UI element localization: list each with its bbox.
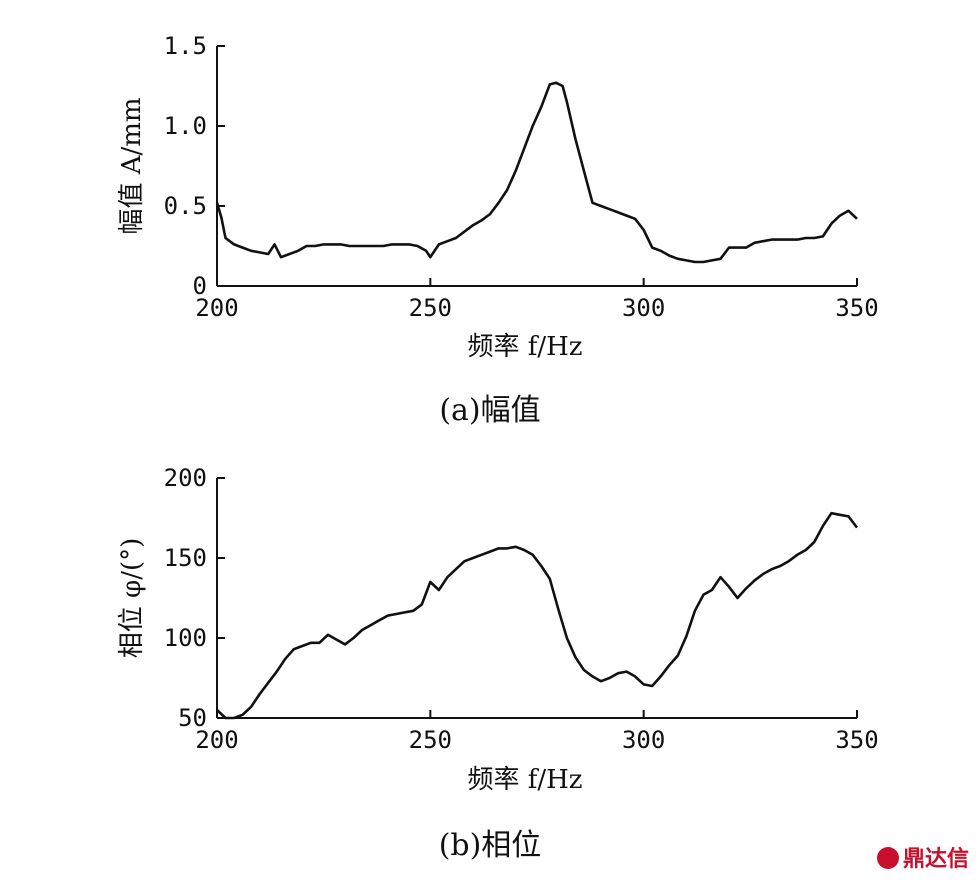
watermark-text: 鼎达信 <box>903 846 969 872</box>
amplitude-caption: (a)幅值 <box>439 393 540 428</box>
x-tick-label: 250 <box>409 294 452 322</box>
phase-chart: 50 100 150 200 200 250 300 350 相位 φ/(°) 频率 f/H… <box>117 464 879 863</box>
y-tick-label: 100 <box>164 624 207 652</box>
amplitude-chart: 00.51.01.5 200 250 300 350 幅值 A/mm 频率 f/Hz … <box>117 32 879 428</box>
x-tick-label: 350 <box>835 726 878 754</box>
x-tick-label: 300 <box>622 726 665 754</box>
amplitude-series-line <box>215 81 858 264</box>
phase-series-line <box>216 511 859 720</box>
x-tick-label: 250 <box>409 726 452 754</box>
watermark-logo-icon <box>877 847 899 869</box>
phase-caption: (b)相位 <box>439 828 542 863</box>
y-tick-label: 50 <box>178 704 207 732</box>
amplitude-ylabel: 幅值 A/mm <box>117 97 147 234</box>
amplitude-x-ticks: 200 250 300 350 <box>195 278 879 322</box>
amplitude-xlabel: 频率 f/Hz <box>467 332 582 362</box>
y-tick-label: 200 <box>164 464 207 492</box>
y-tick-label: 1.5 <box>164 32 207 60</box>
watermark: 鼎达信 <box>877 846 969 872</box>
phase-xlabel: 频率 f/Hz <box>467 765 582 795</box>
x-tick-label: 200 <box>195 294 238 322</box>
amplitude-y-ticks: 0 0.5 1.0 1.5 <box>164 32 225 300</box>
y-tick-label: 0 <box>193 272 207 300</box>
x-tick-label: 200 <box>195 726 238 754</box>
phase-ylabel: 相位 φ/(°) <box>117 538 147 659</box>
x-tick-label: 350 <box>835 294 878 322</box>
y-tick-label: 150 <box>164 544 207 572</box>
phase-x-ticks: 200 250 300 350 <box>195 710 879 754</box>
y-tick-label: 0.5 <box>164 192 207 220</box>
y-tick-label: 1.0 <box>164 112 207 140</box>
x-tick-label: 300 <box>622 294 665 322</box>
phase-y-ticks: 50 100 150 200 <box>164 464 225 732</box>
